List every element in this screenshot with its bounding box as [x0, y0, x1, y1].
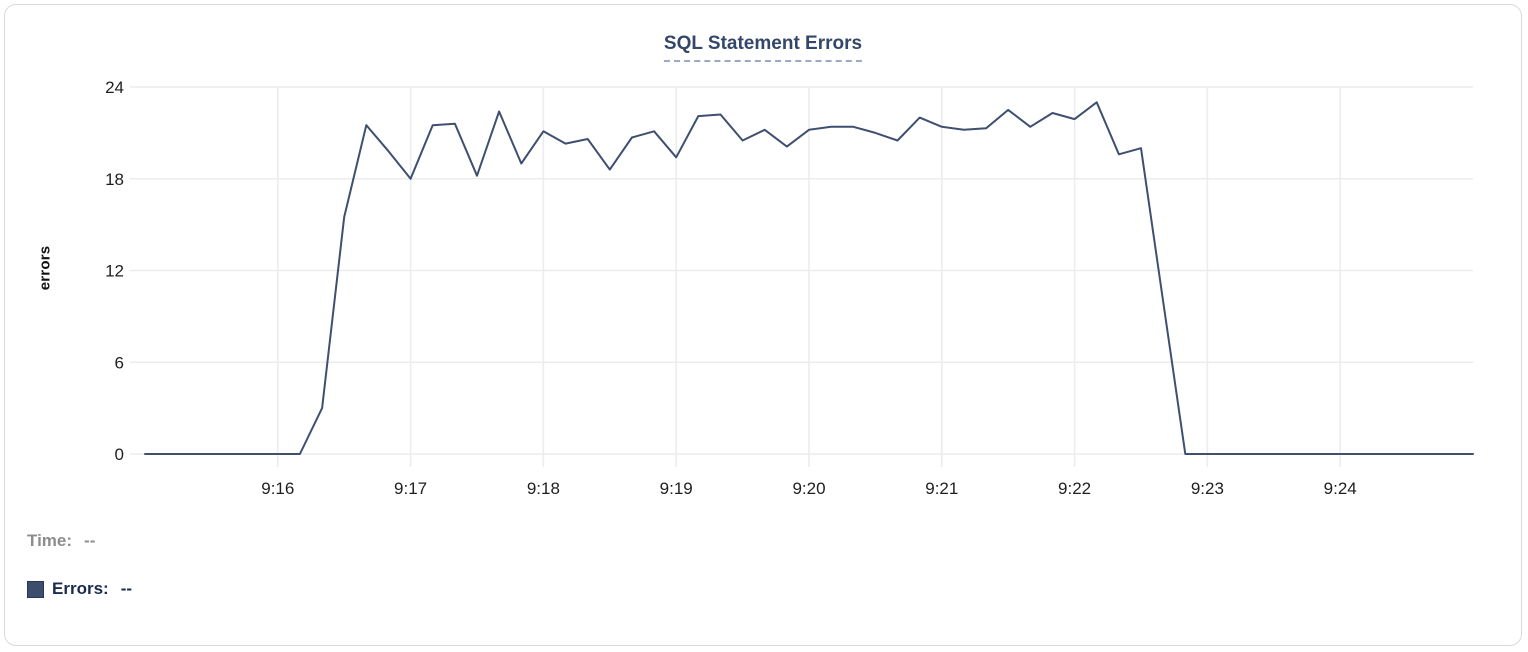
chart-svg[interactable]: 0 6 12 18 24 9:16 9:17 9:18 9:19 9:20 9:21 9:22 9:23…: [5, 5, 1522, 515]
legend-row-errors: Errors: --: [27, 579, 132, 599]
x-tick-label: 9:20: [792, 479, 825, 498]
y-tick-label: 18: [105, 170, 124, 189]
chart-title[interactable]: SQL Statement Errors: [663, 33, 863, 62]
x-tick-label: 9:19: [660, 479, 693, 498]
x-tick-label: 9:21: [925, 479, 958, 498]
legend-time-value: --: [84, 531, 96, 550]
x-tick-label: 9:24: [1324, 479, 1357, 498]
y-tick-label: 0: [115, 445, 124, 464]
y-tick-label: 24: [105, 78, 124, 97]
chart-card: SQL Statement Errors errors 0 6 12 18 24 9:16…: [4, 4, 1522, 646]
errors-series-line: [144, 101, 1474, 455]
legend-time-label: Time:: [27, 531, 73, 550]
legend-errors-label: Errors:: [52, 579, 109, 598]
legend-errors-value: --: [120, 579, 133, 598]
x-tick-label: 9:17: [394, 479, 427, 498]
x-tick-label: 9:23: [1191, 479, 1224, 498]
y-tick-label: 12: [105, 262, 124, 281]
errors-series-swatch: [27, 580, 44, 598]
x-tick-label: 9:16: [261, 479, 294, 498]
legend-row-time: Time: --: [27, 531, 95, 551]
x-tick-label: 9:22: [1058, 479, 1091, 498]
y-tick-label: 6: [115, 353, 124, 372]
x-tick-label: 9:18: [527, 479, 560, 498]
